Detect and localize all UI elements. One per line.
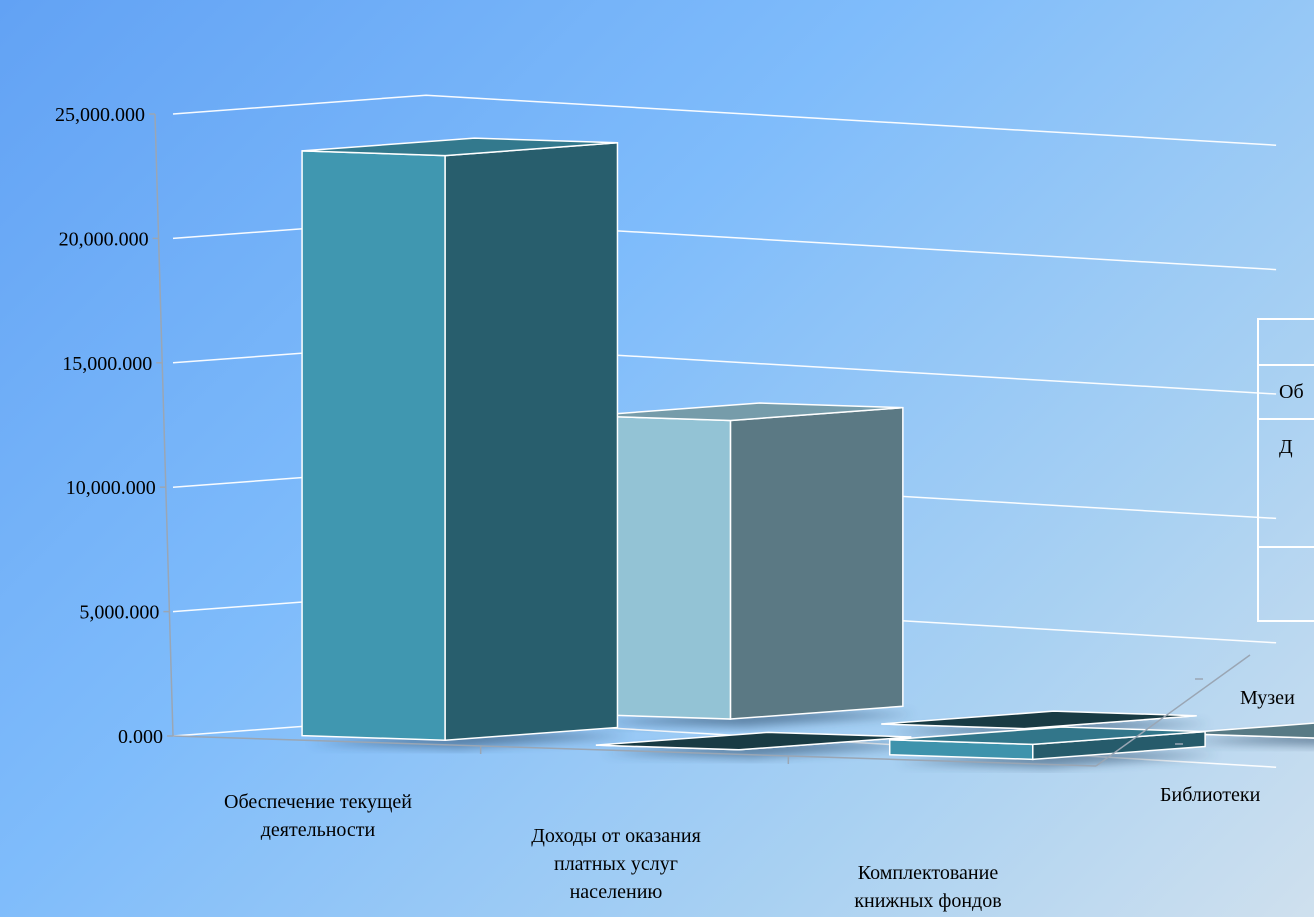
bar-shadow <box>308 730 632 749</box>
data-table-cell: Об <box>1257 364 1314 420</box>
gridline <box>172 94 1277 146</box>
series-label: Музеи <box>1240 687 1295 709</box>
data-table: Об Д <box>1257 318 1314 622</box>
value-tick-label: 10,000.000 <box>66 477 156 499</box>
bar <box>888 726 1206 761</box>
bar-shadow <box>601 740 926 758</box>
bar <box>1175 722 1314 739</box>
category-label: книжных фондов <box>854 890 1001 912</box>
series-label: Библиотеки <box>1160 784 1261 806</box>
category-label: деятельности <box>261 819 376 841</box>
value-tick-label: 0.000 <box>118 726 163 748</box>
bar-side-face <box>729 406 904 720</box>
bar-shadow <box>895 749 1220 768</box>
category-axis-line <box>172 735 1097 767</box>
bar-side-face <box>444 141 619 742</box>
bar-top-face <box>302 137 618 157</box>
data-table-cell <box>1257 318 1314 366</box>
data-table-cell: Д <box>1257 418 1314 548</box>
bar-top-face <box>889 726 1206 746</box>
value-tick-label: 25,000.000 <box>55 104 145 126</box>
bar-top-face <box>881 710 1197 730</box>
bar-front-face <box>301 150 446 742</box>
value-tick-label: 20,000.000 <box>59 228 149 250</box>
bar-top-face <box>595 731 912 751</box>
bar <box>301 137 619 742</box>
bar <box>586 402 904 720</box>
bar-top-face <box>1175 722 1314 739</box>
data-table-cell <box>1257 546 1314 622</box>
bar <box>595 731 912 751</box>
category-label: Обеспечение текущей <box>224 791 412 813</box>
category-label: населению <box>570 881 663 903</box>
bar-shadow <box>593 709 917 728</box>
value-tick-label: 15,000.000 <box>62 353 152 375</box>
bar-top-face <box>587 402 903 422</box>
category-label: платных услуг <box>554 853 678 875</box>
category-label: Доходы от оказания <box>531 825 701 847</box>
depth-axis-line <box>1095 654 1251 767</box>
bar <box>881 710 1197 730</box>
category-label: Комплектование <box>858 862 999 884</box>
value-tick-label: 5,000.000 <box>79 602 159 624</box>
value-axis-line <box>154 113 174 737</box>
